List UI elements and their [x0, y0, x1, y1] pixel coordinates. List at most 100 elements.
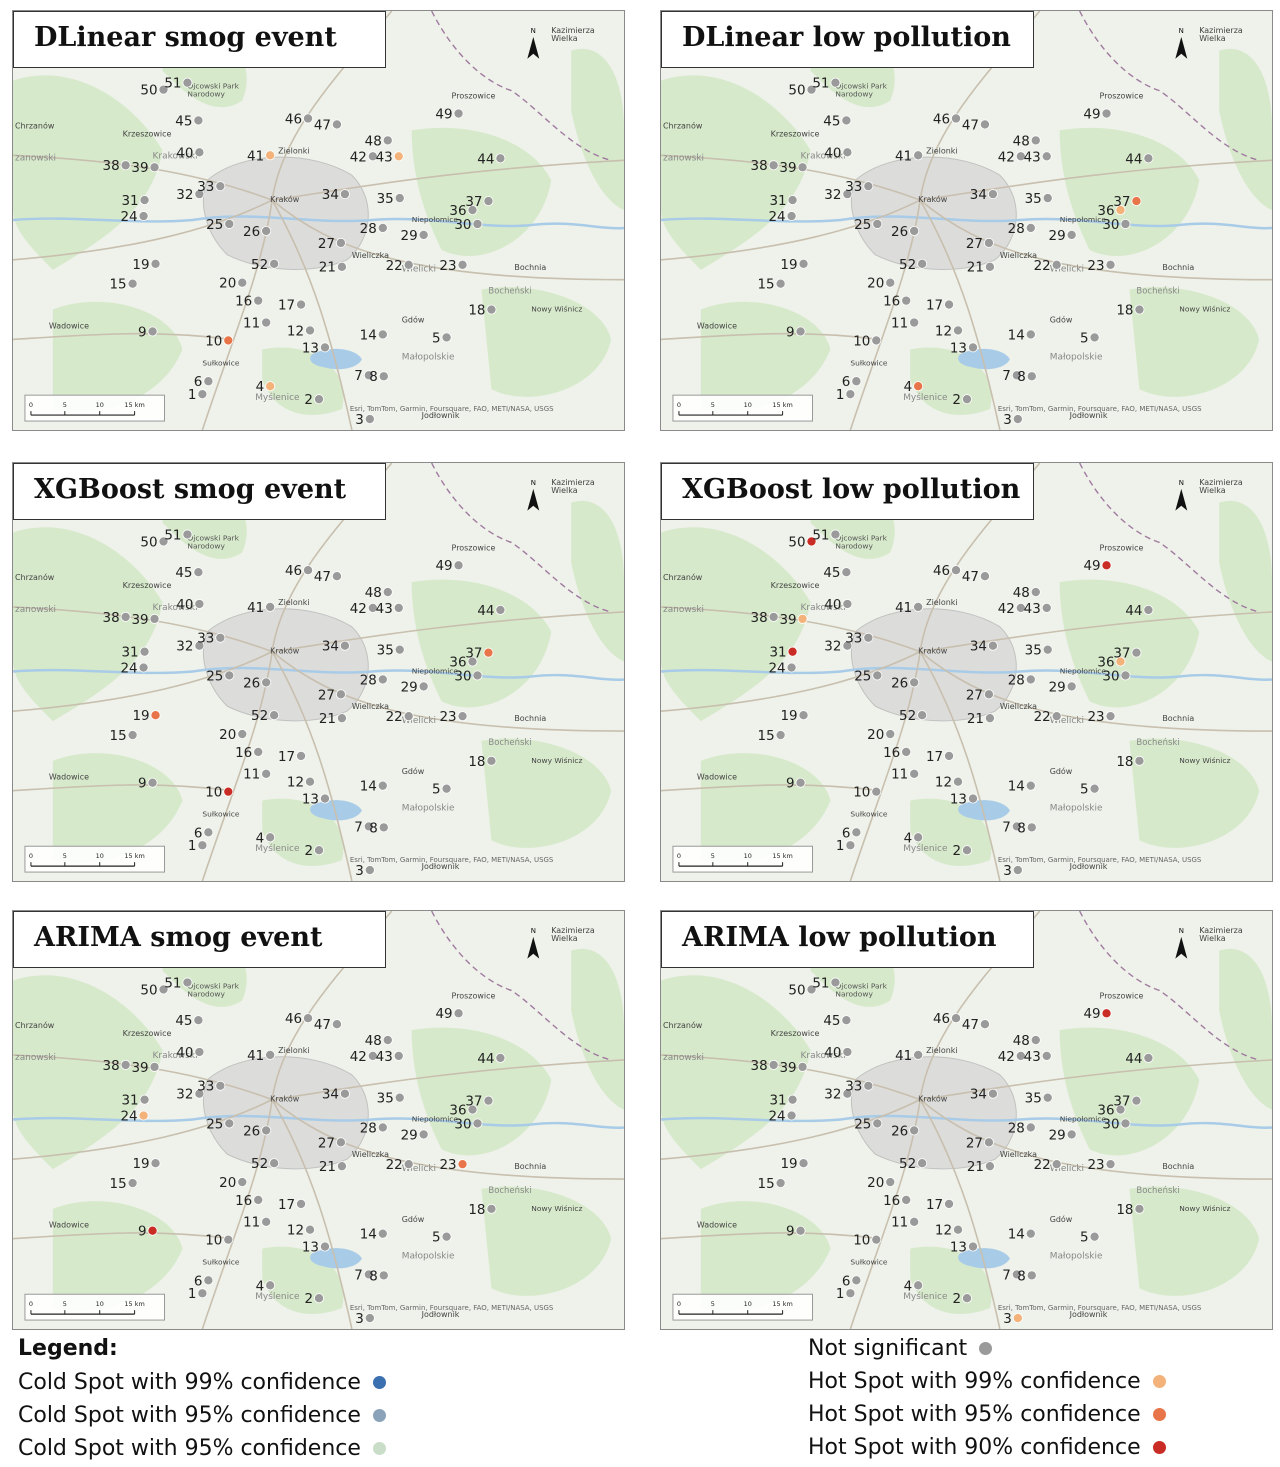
station-marker	[223, 335, 234, 346]
station-marker	[215, 1080, 226, 1091]
station-label: 15	[758, 729, 775, 744]
station-18: 18	[468, 755, 497, 770]
station-label: 23	[439, 259, 456, 274]
station-label: 9	[786, 325, 795, 340]
place-label: Małopolskie	[1050, 352, 1103, 362]
station-10: 10	[205, 1234, 234, 1249]
station-41: 41	[895, 1049, 924, 1064]
station-40: 40	[176, 1046, 205, 1061]
station-label: 28	[360, 222, 377, 237]
place-label: Wielicki	[402, 1164, 436, 1174]
place-label: Bochnia	[514, 714, 546, 723]
station-marker	[1015, 151, 1026, 162]
station-marker	[364, 1313, 375, 1324]
station-label: 44	[477, 152, 494, 167]
place-label: Kazimierza Wielka	[1199, 926, 1243, 943]
station-label: 8	[369, 370, 378, 385]
station-label: 25	[854, 218, 871, 233]
place-label: Niepołomice	[412, 215, 459, 224]
station-23: 23	[1087, 1158, 1116, 1173]
place-label: Bochnia	[514, 1162, 546, 1171]
station-label: 37	[465, 1095, 482, 1110]
station-label: 6	[842, 826, 851, 841]
station-marker	[319, 342, 330, 353]
station-4: 4	[904, 831, 924, 846]
station-marker	[983, 689, 994, 700]
place-label: Zielonki	[926, 598, 957, 607]
map-panel: Kazimierza Wielka Ojcowski Park Narodowy Pro…	[660, 10, 1273, 431]
station-label: 6	[842, 375, 851, 390]
station-label: 50	[788, 983, 805, 998]
station-13: 13	[302, 341, 330, 356]
station-label: 15	[758, 278, 775, 293]
station-label: 48	[1013, 134, 1030, 149]
station-49: 49	[435, 559, 464, 574]
place-label: Wadowice	[49, 773, 89, 782]
place-label: Bochnia	[1162, 1162, 1194, 1171]
station-3: 3	[1003, 864, 1023, 879]
station-41: 41	[895, 601, 924, 616]
station-marker	[127, 1178, 138, 1189]
station-15: 15	[758, 1177, 786, 1192]
station-40: 40	[824, 146, 853, 161]
station-marker	[1015, 602, 1026, 613]
station-marker	[842, 1088, 853, 1099]
station-marker	[394, 644, 405, 655]
place-label: Kraków	[918, 194, 948, 204]
station-51: 51	[812, 976, 841, 991]
station-marker	[842, 189, 853, 200]
station-7: 7	[1002, 369, 1022, 384]
station-marker	[158, 536, 169, 547]
station-49: 49	[1083, 1007, 1112, 1022]
station-marker	[787, 195, 798, 206]
station-5: 5	[432, 1231, 452, 1246]
station-marker	[842, 147, 853, 158]
station-16: 16	[883, 746, 912, 761]
station-marker	[467, 656, 478, 667]
station-label: 4	[256, 380, 265, 395]
station-label: 51	[812, 77, 829, 92]
place-label: Ojcowski Park Narodowy	[835, 981, 887, 998]
station-marker	[1051, 711, 1062, 722]
station-15: 15	[110, 1177, 138, 1192]
station-marker	[261, 768, 272, 779]
station-28: 28	[1008, 673, 1036, 688]
station-12: 12	[287, 776, 316, 791]
station-marker	[830, 77, 841, 88]
basemap: Kazimierza Wielka Ojcowski Park Narodowy Pro…	[661, 11, 1272, 430]
place-label: Myślenice	[903, 1291, 948, 1302]
station-9: 9	[138, 325, 158, 340]
place-label: Zielonki	[926, 146, 958, 155]
station-label: 6	[194, 1274, 203, 1289]
scale-bar: 0 5 10 15 km	[672, 1293, 814, 1321]
station-35: 35	[377, 1092, 405, 1107]
station-marker	[775, 278, 786, 289]
station-marker	[842, 1047, 853, 1057]
place-label: Gdów	[402, 1214, 425, 1224]
station-marker	[806, 536, 817, 547]
station-marker	[265, 1050, 276, 1060]
legend-swatch	[372, 1409, 386, 1422]
station-11: 11	[243, 316, 272, 331]
station-label: 22	[1034, 1158, 1051, 1173]
station-marker	[1131, 196, 1142, 207]
station-42: 42	[998, 602, 1026, 617]
station-marker	[403, 259, 414, 270]
north-label: N	[531, 27, 536, 35]
scale-tick-label: 10	[744, 1300, 752, 1308]
station-48: 48	[1013, 134, 1041, 149]
station-marker	[269, 710, 280, 721]
legend-item: Cold Spot with 95% confidence	[18, 1436, 386, 1461]
station-label: 24	[768, 662, 785, 677]
station-label: 14	[360, 1228, 377, 1243]
station-30: 30	[1102, 218, 1131, 233]
station-16: 16	[235, 746, 264, 761]
north-label: N	[531, 927, 536, 935]
station-label: 44	[477, 604, 494, 619]
place-label: Kazimierza Wielka	[551, 26, 595, 43]
legend-label: Cold Spot with 95% confidence	[18, 1403, 361, 1428]
station-label: 51	[164, 77, 181, 92]
station-marker	[1026, 822, 1037, 833]
place-label: Zielonki	[926, 1046, 957, 1055]
place-label: Wieliczka	[1000, 251, 1037, 260]
